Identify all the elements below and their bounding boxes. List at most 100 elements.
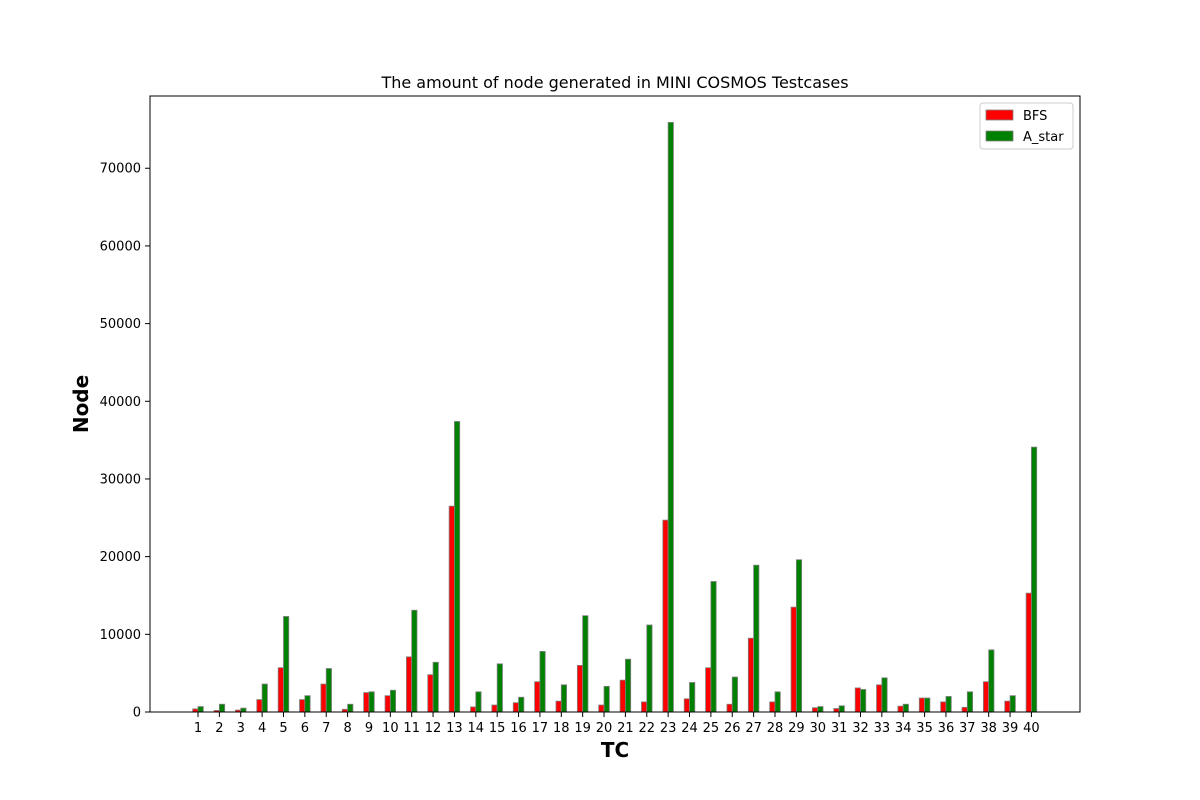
x-tick-label: 4 [258,721,266,736]
bar-a-star-tc-20 [603,685,610,713]
legend-swatch-bfs [985,109,1014,121]
x-tick-label: 10 [382,721,399,736]
x-tick-label: 28 [767,721,784,736]
bar-a-star-tc-13 [454,421,461,713]
bar-bfs-tc-30 [812,707,819,713]
bar-bfs-tc-36 [940,701,947,713]
bar-bfs-tc-26 [726,703,733,713]
x-tick-label: 11 [403,721,420,736]
bar-a-star-tc-12 [432,661,439,713]
legend-label-a-star: A_star [1023,130,1064,145]
bar-bfs-tc-10 [384,695,391,713]
bar-a-star-tc-26 [731,676,738,713]
bar-a-star-tc-2 [218,703,226,713]
x-tick-label: 38 [980,721,997,736]
x-tick-label: 17 [532,721,549,736]
bar-bfs-tc-12 [427,674,434,713]
bar-bfs-tc-13 [448,505,455,713]
bar-bfs-tc-21 [619,679,626,713]
bar-a-star-tc-30 [817,706,824,713]
bar-a-star-tc-24 [689,682,696,713]
x-tick-label: 21 [617,721,634,736]
bar-a-star-tc-35 [924,697,931,713]
bar-a-star-tc-39 [1009,695,1016,713]
bar-bfs-tc-31 [833,708,840,713]
bar-bfs-tc-25 [705,667,712,713]
bar-a-star-tc-32 [860,689,867,713]
bar-a-star-tc-5 [283,616,290,713]
bar-a-star-tc-36 [945,696,952,713]
bar-bfs-tc-32 [854,687,861,713]
bar-bfs-tc-22 [641,701,648,713]
bar-bfs-tc-33 [876,684,883,713]
bar-a-star-tc-8 [347,703,354,713]
bar-a-star-tc-3 [240,707,247,713]
x-tick-label: 18 [553,721,570,736]
y-tick-label: 50000 [100,317,141,332]
bar-bfs-tc-28 [769,701,776,713]
bar-bfs-tc-6 [299,699,306,713]
legend: BFS A_star [979,102,1074,150]
x-tick-label: 13 [446,721,463,736]
x-tick-label: 25 [703,721,720,736]
x-tick-label: 3 [237,721,245,736]
bar-bfs-tc-15 [491,704,498,713]
x-tick-label: 9 [365,721,373,736]
bar-a-star-tc-15 [496,663,503,713]
bar-bfs-tc-17 [534,681,541,713]
bar-bfs-tc-20 [598,704,605,713]
y-tick-label: 70000 [100,162,141,177]
x-tick-label: 7 [322,721,330,736]
bar-a-star-tc-1 [197,706,204,713]
x-tick-label: 8 [343,721,351,736]
x-tick-label: 35 [916,721,933,736]
bar-bfs-tc-37 [961,706,968,713]
bar-bfs-tc-29 [790,606,797,713]
bar-bfs-tc-19 [576,664,584,713]
bar-a-star-tc-17 [539,651,546,713]
bar-bfs-tc-27 [747,637,755,713]
y-tick-label: 10000 [100,628,141,643]
x-tick-label: 29 [788,721,805,736]
bar-a-star-tc-18 [560,684,567,713]
x-tick-label: 31 [831,721,848,736]
bar-a-star-tc-34 [902,703,909,713]
bar-a-star-tc-27 [753,564,760,713]
bar-a-star-tc-19 [582,615,589,713]
bar-bfs-tc-18 [555,700,562,713]
bar-a-star-tc-29 [795,559,803,713]
y-axis: 0 10000 20000 30000 40000 50000 60000 70000 [100,162,150,721]
bar-bfs-tc-16 [512,702,519,713]
x-tick-label: 1 [194,721,202,736]
x-tick-label: 26 [724,721,741,736]
x-tick-label: 33 [874,721,891,736]
bar-a-star-tc-25 [710,581,717,713]
bars-group [192,122,1038,713]
bar-bfs-tc-4 [256,699,263,713]
bar-bfs-tc-11 [405,656,413,713]
bar-a-star-tc-16 [518,696,525,713]
x-tick-label: 40 [1023,721,1040,736]
bar-bfs-tc-23 [662,519,669,713]
chart-title: The amount of node generated in MINI COS… [380,73,848,92]
x-tick-label: 34 [895,721,912,736]
bar-a-star-tc-37 [966,691,974,713]
bar-bfs-tc-34 [897,705,904,713]
x-tick-label: 20 [596,721,613,736]
x-tick-label: 22 [638,721,655,736]
bar-bfs-tc-35 [918,697,925,713]
bar-a-star-tc-6 [304,695,311,713]
bar-a-star-tc-23 [667,122,674,713]
y-axis-label: Node [69,375,93,433]
x-tick-label: 15 [489,721,506,736]
x-tick-label: 32 [852,721,869,736]
legend-swatch-a-star [985,130,1014,142]
x-tick-label: 14 [468,721,485,736]
bar-bfs-tc-14 [470,706,477,713]
bar-bfs-tc-5 [277,667,284,713]
x-tick-label: 30 [809,721,826,736]
x-tick-label: 16 [510,721,527,736]
bar-a-star-tc-40 [1031,446,1038,713]
bar-bfs-tc-24 [683,698,690,713]
